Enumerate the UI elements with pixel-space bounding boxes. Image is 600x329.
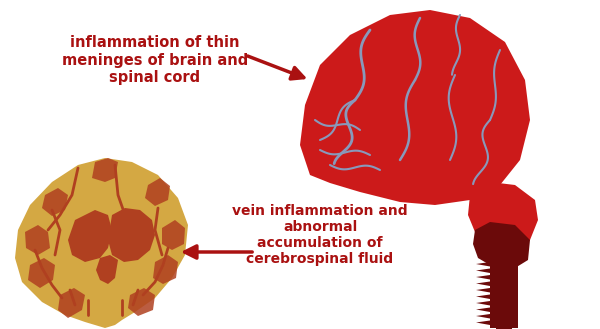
FancyBboxPatch shape	[496, 325, 512, 329]
Polygon shape	[476, 282, 490, 286]
Polygon shape	[162, 220, 185, 250]
Polygon shape	[468, 182, 538, 248]
Polygon shape	[476, 301, 490, 306]
Polygon shape	[476, 268, 490, 273]
Polygon shape	[15, 158, 188, 328]
Polygon shape	[476, 308, 490, 312]
Polygon shape	[153, 255, 178, 284]
Polygon shape	[25, 225, 50, 255]
Polygon shape	[96, 255, 118, 284]
FancyBboxPatch shape	[490, 258, 518, 328]
Text: inflammation of thin
meninges of brain and
spinal cord: inflammation of thin meninges of brain a…	[62, 35, 248, 85]
Polygon shape	[92, 158, 118, 182]
Polygon shape	[476, 320, 490, 325]
Polygon shape	[476, 314, 490, 318]
Polygon shape	[476, 288, 490, 292]
Polygon shape	[128, 288, 155, 316]
Polygon shape	[476, 275, 490, 280]
Polygon shape	[145, 178, 170, 206]
Text: vein inflammation and
abnormal
accumulation of
cerebrospinal fluid: vein inflammation and abnormal accumulat…	[232, 204, 408, 266]
Polygon shape	[42, 188, 68, 216]
Polygon shape	[476, 262, 490, 266]
Polygon shape	[58, 288, 85, 318]
Polygon shape	[476, 294, 490, 299]
Polygon shape	[300, 10, 530, 205]
Polygon shape	[473, 222, 530, 268]
Polygon shape	[108, 208, 155, 262]
Polygon shape	[28, 258, 55, 288]
Polygon shape	[68, 210, 112, 262]
